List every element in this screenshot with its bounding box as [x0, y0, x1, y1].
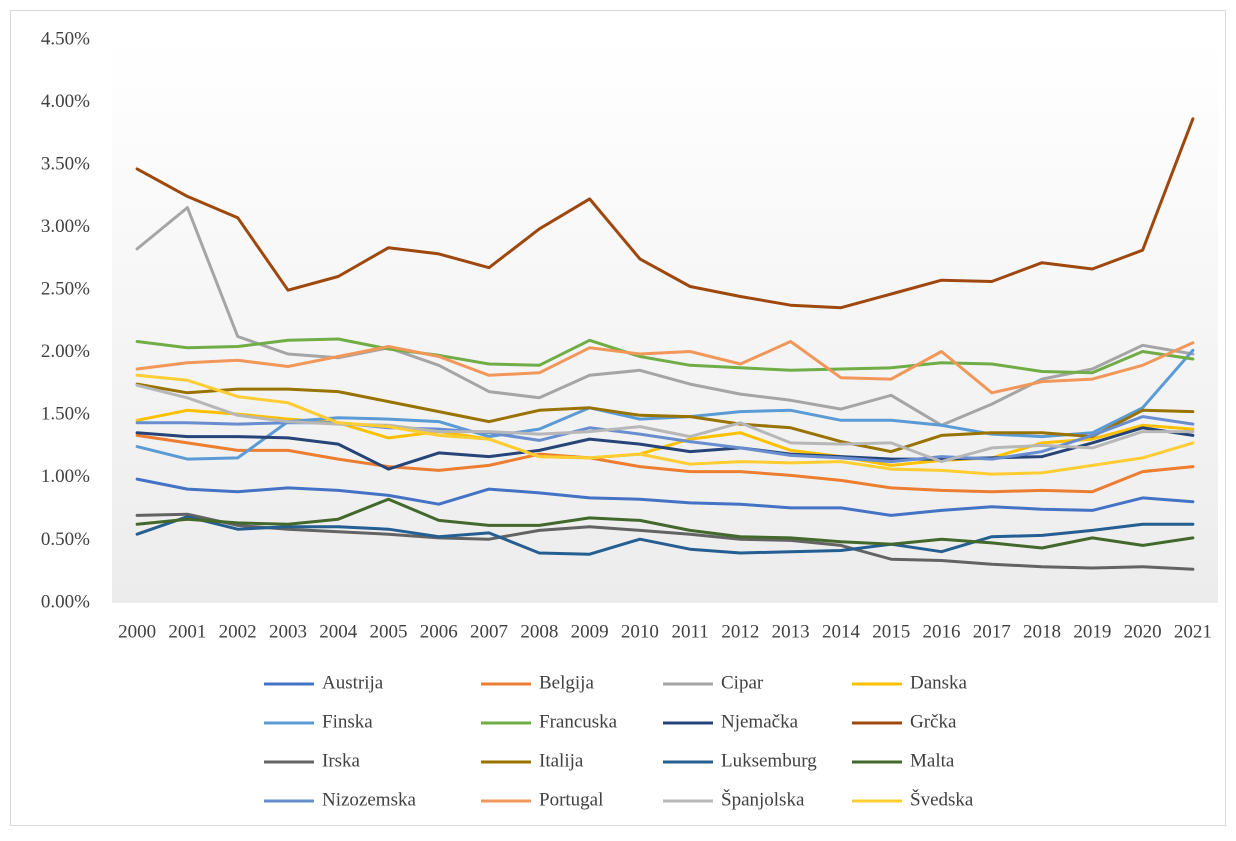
series-line — [135, 383, 1195, 464]
x-tick-label: 2014 — [822, 621, 861, 642]
y-tick-label: 3.00% — [41, 216, 90, 237]
x-tick-label: 2002 — [219, 621, 257, 642]
legend-label: Finska — [322, 711, 373, 732]
x-tick-label: 2018 — [1023, 621, 1061, 642]
y-tick-label: 2.50% — [41, 279, 90, 300]
legend-label: Švedska — [910, 788, 974, 810]
legend-label: Grčka — [910, 711, 957, 732]
series-line — [135, 515, 1195, 556]
x-tick-label: 2010 — [621, 621, 659, 642]
x-tick-label: 2012 — [721, 621, 759, 642]
legend-label: Francuska — [539, 711, 618, 732]
y-tick-label: 0.50% — [41, 529, 90, 550]
legend-label: Španjolska — [721, 788, 805, 810]
legend-label: Cipar — [721, 672, 764, 693]
x-tick-label: 2016 — [923, 621, 961, 642]
x-tick-label: 2011 — [671, 621, 708, 642]
series-line — [135, 382, 1195, 454]
x-tick-label: 2013 — [772, 621, 810, 642]
series-line — [135, 433, 1195, 494]
x-tick-label: 2005 — [370, 621, 408, 642]
x-tick-label: 2017 — [973, 621, 1011, 642]
series-line — [135, 477, 1195, 517]
x-tick-label: 2004 — [319, 621, 358, 642]
y-tick-label: 2.00% — [41, 341, 90, 362]
legend-label: Danska — [910, 672, 968, 693]
x-tick-label: 2000 — [118, 621, 156, 642]
x-tick-label: 2020 — [1124, 621, 1162, 642]
x-tick-label: 2007 — [470, 621, 508, 642]
legend-label: Nizozemska — [322, 789, 416, 810]
series-line — [135, 206, 1195, 427]
x-tick-label: 2003 — [269, 621, 307, 642]
y-tick-label: 1.50% — [41, 404, 90, 425]
x-tick-label: 2021 — [1174, 621, 1212, 642]
legend-label: Irska — [322, 750, 361, 771]
legend-label: Austrija — [322, 672, 384, 693]
series-line — [135, 512, 1195, 571]
x-tick-label: 2019 — [1073, 621, 1111, 642]
y-tick-label: 4.00% — [41, 91, 90, 112]
series-line — [135, 373, 1195, 476]
legend-label: Italija — [539, 750, 584, 771]
series-line — [135, 337, 1195, 375]
plot-area — [112, 40, 1218, 603]
series-line — [135, 117, 1195, 310]
legend-label: Portugal — [539, 789, 603, 810]
x-tick-label: 2015 — [872, 621, 910, 642]
series-line — [135, 426, 1195, 471]
x-tick-label: 2008 — [520, 621, 558, 642]
y-tick-label: 0.00% — [41, 591, 90, 612]
legend-label: Luksemburg — [721, 750, 817, 771]
series-line — [135, 348, 1195, 461]
legend-label: Belgija — [539, 672, 594, 693]
y-tick-label: 1.00% — [41, 466, 90, 487]
x-tick-label: 2006 — [420, 621, 458, 642]
series-line — [135, 497, 1195, 550]
y-tick-label: 3.50% — [41, 153, 90, 174]
series-line — [135, 340, 1195, 395]
y-tick-label: 4.50% — [41, 28, 90, 49]
x-tick-label: 2009 — [571, 621, 609, 642]
legend-label: Njemačka — [721, 711, 799, 732]
x-tick-label: 2001 — [168, 621, 206, 642]
legend-label: Malta — [910, 750, 955, 771]
